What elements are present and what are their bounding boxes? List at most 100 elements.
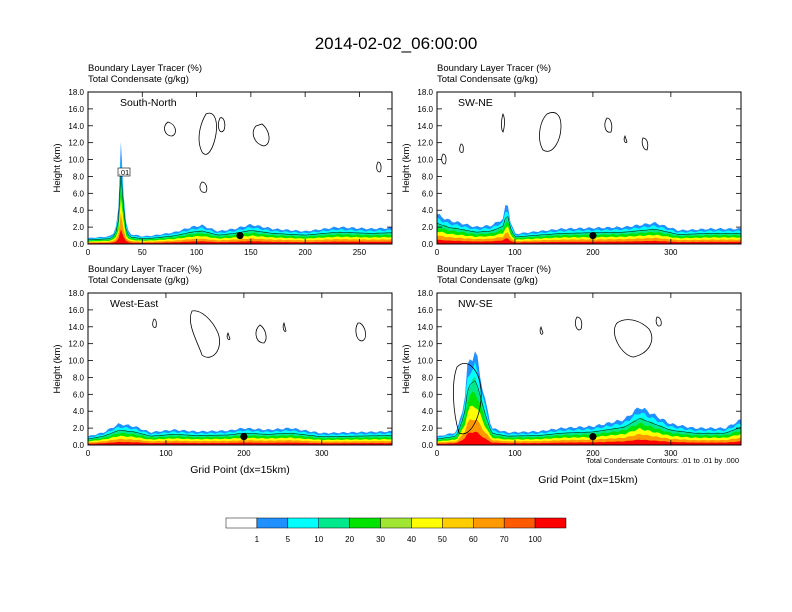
x-tick-label: 100 — [159, 449, 173, 458]
colorbar-swatch — [534, 517, 567, 529]
x-tick-label: 100 — [508, 449, 522, 458]
tracer-band — [88, 141, 392, 244]
x-axis-label: Grid Point (dx=15km) — [538, 474, 638, 486]
panel-title: West-East — [110, 298, 158, 310]
panel-header-line2: Total Condensate (g/kg) — [437, 74, 538, 85]
y-tick-label: 6.0 — [422, 189, 434, 198]
y-tick-label: 6.0 — [422, 390, 434, 399]
y-tick-label: 4.0 — [73, 407, 85, 416]
contour-label-text: .01 — [119, 168, 129, 177]
tracer-band — [437, 419, 741, 445]
colorbar-swatch — [442, 517, 474, 529]
cloud-contour — [452, 363, 482, 435]
y-tick-label: 12.0 — [68, 340, 84, 349]
x-tick-label: 250 — [353, 248, 367, 257]
x-tick-label: 0 — [435, 449, 440, 458]
colorbar-swatch — [287, 517, 319, 529]
x-tick-label: 300 — [664, 449, 678, 458]
cloud-contour — [641, 137, 649, 151]
y-tick-label: 4.0 — [422, 206, 434, 215]
colorbar-swatch — [503, 517, 536, 529]
y-tick-label: 12.0 — [417, 139, 433, 148]
y-tick-label: 16.0 — [68, 105, 84, 114]
y-axis-label: Height (km) — [401, 344, 412, 393]
panel-title: South-North — [120, 97, 177, 109]
colorbar-label: 5 — [286, 535, 291, 544]
x-tick-label: 100 — [508, 248, 522, 257]
x-tick-label: 0 — [86, 449, 91, 458]
panel-south-north: Boundary Layer Tracer (%) Total Condensa… — [52, 63, 393, 257]
panel-header-line1: Boundary Layer Tracer (%) — [88, 264, 202, 275]
colorbar-label: 60 — [469, 535, 478, 544]
x-tick-label: 200 — [586, 449, 600, 458]
colorbar-label: 1 — [255, 535, 260, 544]
cloud-contour — [355, 322, 366, 342]
y-axis-label: Height (km) — [52, 143, 63, 192]
y-tick-label: 0.0 — [422, 240, 434, 249]
y-tick-label: 12.0 — [68, 139, 84, 148]
y-tick-label: 0.0 — [73, 240, 85, 249]
cloud-contour — [539, 325, 544, 335]
cloud-contour — [623, 134, 628, 143]
x-tick-label: 200 — [298, 248, 312, 257]
plot-frame — [436, 292, 742, 446]
y-tick-label: 4.0 — [422, 407, 434, 416]
tracer-band — [437, 238, 741, 244]
y-tick-label: 8.0 — [422, 373, 434, 382]
cloud-contour — [198, 112, 217, 155]
y-tick-label: 16.0 — [417, 306, 433, 315]
x-tick-label: 300 — [315, 449, 329, 458]
location-marker — [236, 231, 244, 240]
cloud-contour — [255, 324, 267, 344]
tracer-band — [88, 229, 392, 244]
y-tick-label: 16.0 — [68, 306, 84, 315]
y-tick-label: 12.0 — [417, 340, 433, 349]
y-tick-label: 18.0 — [417, 289, 433, 298]
y-axis-label: Height (km) — [401, 143, 412, 192]
panel-header-line2: Total Condensate (g/kg) — [88, 275, 189, 286]
y-tick-label: 14.0 — [68, 323, 84, 332]
x-tick-label: 50 — [138, 248, 147, 257]
panel-title: SW-NE — [458, 97, 493, 109]
y-axis-label: Height (km) — [52, 344, 63, 393]
x-tick-label: 0 — [435, 248, 440, 257]
panel-sw-ne: Boundary Layer Tracer (%) Total Condensa… — [401, 63, 742, 257]
x-tick-label: 200 — [586, 248, 600, 257]
tracer-band — [88, 160, 392, 244]
condensate-contour — [436, 215, 741, 238]
colorbar-swatch — [473, 517, 505, 529]
colorbar-swatch — [225, 517, 258, 529]
colorbar-swatch — [380, 517, 412, 529]
y-tick-label: 8.0 — [422, 172, 434, 181]
cloud-contour — [539, 112, 562, 152]
condensate-contour — [87, 430, 393, 440]
x-tick-label: 150 — [244, 248, 258, 257]
colorbar-swatch — [411, 517, 443, 529]
y-tick-label: 18.0 — [68, 88, 84, 97]
cloud-contour — [604, 117, 613, 133]
colorbar-label: 20 — [345, 535, 354, 544]
y-tick-label: 2.0 — [73, 223, 85, 232]
tracer-band — [88, 441, 392, 445]
cloud-contour — [190, 310, 220, 358]
cloud-contour — [501, 112, 505, 133]
cloud-contour — [376, 161, 382, 173]
panel-header-line1: Boundary Layer Tracer (%) — [88, 63, 202, 74]
colorbar-label: 100 — [528, 535, 542, 544]
cloud-contour — [199, 181, 208, 193]
y-tick-label: 14.0 — [68, 122, 84, 131]
cloud-contour — [282, 321, 287, 332]
y-tick-label: 10.0 — [68, 357, 84, 366]
cloud-contour — [614, 319, 653, 358]
colorbar-swatch — [318, 517, 350, 529]
colorbar-swatch — [349, 517, 381, 529]
panel-header-line2: Total Condensate (g/kg) — [88, 74, 189, 85]
location-marker — [589, 231, 597, 240]
x-tick-label: 200 — [237, 449, 251, 458]
colorbar-label: 50 — [438, 535, 447, 544]
figure-title: 2014-02-02_06:00:00 — [315, 34, 478, 53]
x-tick-label: 100 — [190, 248, 204, 257]
cloud-contour — [459, 143, 464, 153]
colorbar-label: 10 — [314, 535, 323, 544]
